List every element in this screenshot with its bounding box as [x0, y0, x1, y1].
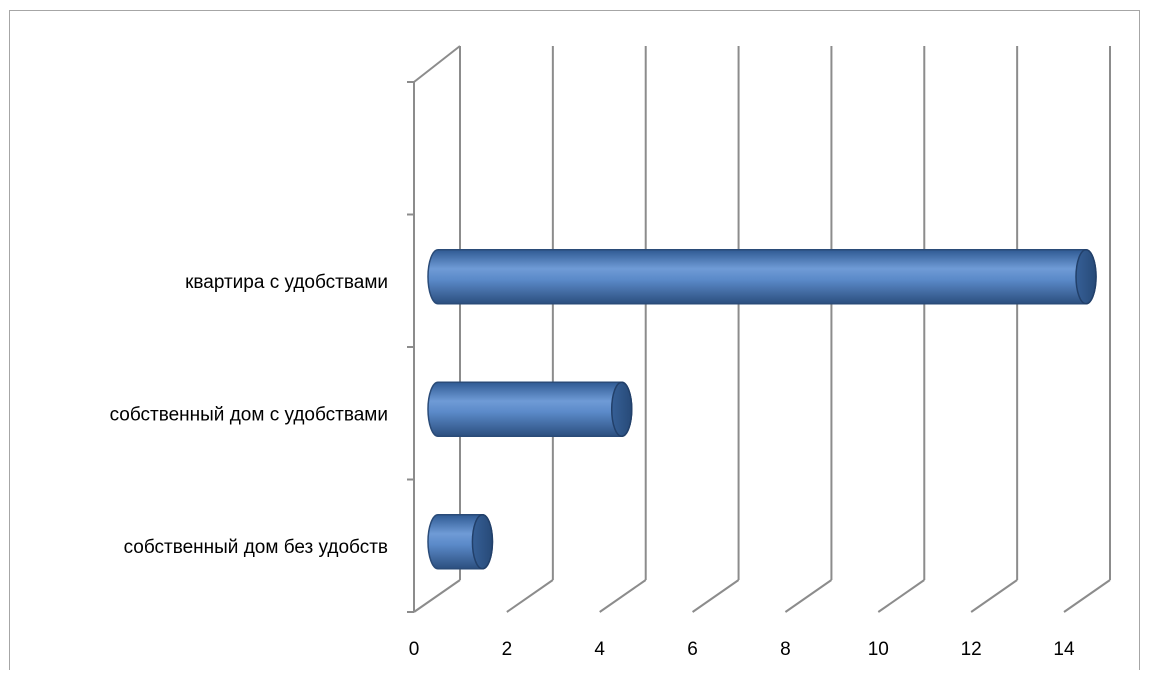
- floor-line-12: [970, 579, 1018, 613]
- floor-line-4: [599, 579, 647, 613]
- floor-line-6: [692, 579, 740, 613]
- bar-end-cap: [471, 514, 494, 570]
- bar: [427, 381, 633, 437]
- x-tick-label: 10: [868, 639, 889, 660]
- value-axis: 0 2 4 6 8 10 12 14: [407, 81, 1075, 660]
- bar: [427, 249, 1097, 305]
- grid-lines: [413, 45, 1111, 613]
- chart-frame: [9, 10, 1140, 670]
- floor-line-8: [784, 579, 832, 613]
- bar: [427, 514, 494, 570]
- category-label: квартира с удобствами: [185, 272, 388, 293]
- category-label: собственный дом с удобствами: [110, 404, 388, 425]
- x-tick-label: 14: [1053, 639, 1075, 660]
- category-label: собственный дом без удобств: [124, 537, 388, 558]
- x-tick-label: 8: [780, 639, 791, 660]
- wall-top-edge: [413, 45, 461, 83]
- x-tick-label: 0: [409, 639, 420, 660]
- x-tick-label: 6: [687, 639, 698, 660]
- floor-line-0: [413, 579, 461, 613]
- x-tick-label: 2: [502, 639, 513, 660]
- category-labels: собственный дом без удобств собственный д…: [110, 272, 388, 558]
- floor-line-10: [877, 579, 925, 613]
- bars: [427, 249, 1097, 570]
- x-tick-label: 12: [961, 639, 982, 660]
- bar-body: [427, 249, 1097, 305]
- x-tick-label: 4: [594, 639, 605, 660]
- bar-end-cap: [1075, 249, 1097, 305]
- bar-body: [427, 381, 633, 437]
- bar-end-cap: [610, 381, 633, 437]
- floor-line-2: [506, 579, 554, 613]
- floor-line-14: [1063, 579, 1111, 613]
